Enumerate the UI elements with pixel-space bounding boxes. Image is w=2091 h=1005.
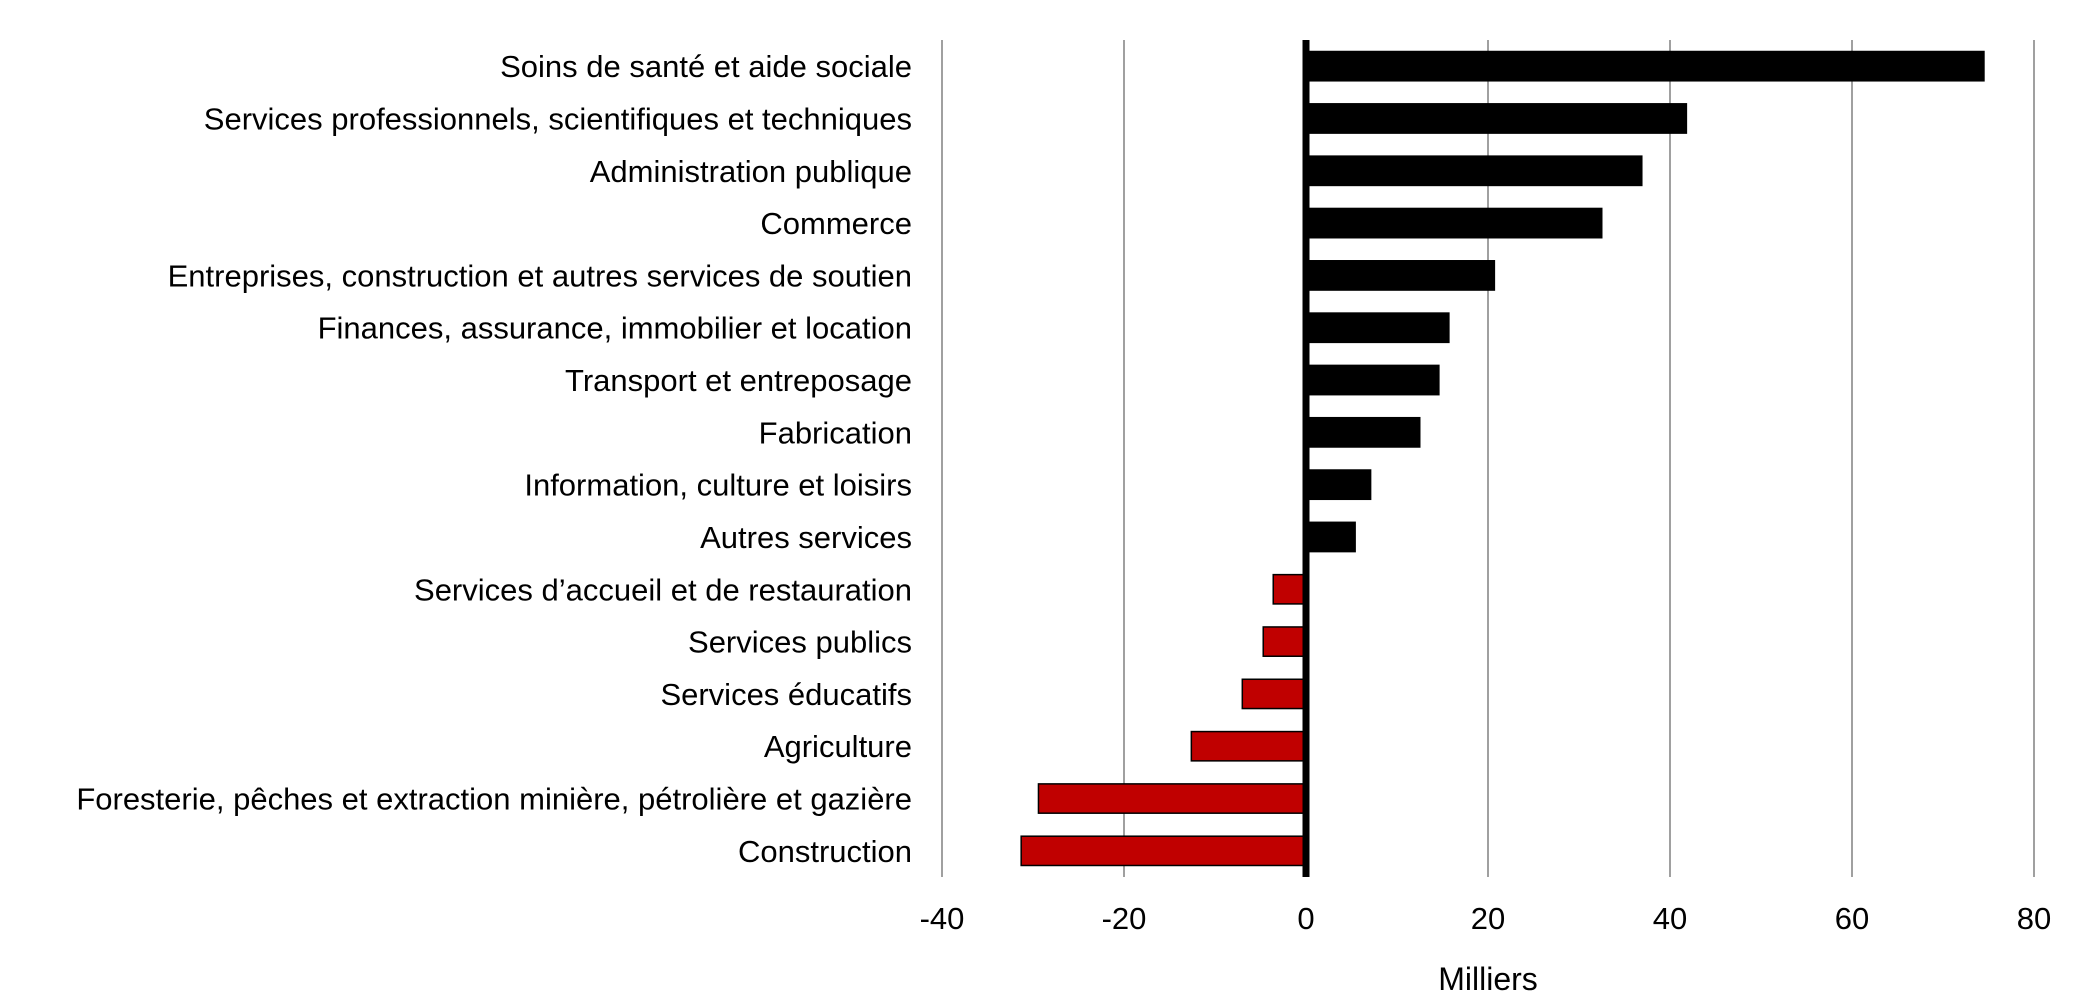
x-tick-label: 20 [1471, 901, 1505, 936]
x-axis-title: Milliers [1438, 961, 1538, 997]
category-label: Construction [738, 834, 912, 869]
bars [1020, 50, 1985, 867]
category-label: Services publics [688, 625, 912, 660]
category-label: Foresterie, pêches et extraction minière… [76, 782, 912, 817]
x-tick-label: 40 [1653, 901, 1687, 936]
category-labels: Soins de santé et aide sociale Services p… [76, 49, 912, 869]
x-tick-label: 0 [1297, 901, 1314, 936]
bar [1305, 416, 1421, 448]
x-tick-label: -20 [1102, 901, 1147, 936]
bar [1262, 626, 1307, 657]
bar [1305, 155, 1643, 187]
x-tick-labels: -40 -20 0 20 40 60 80 [920, 901, 2052, 936]
bar [1305, 469, 1372, 501]
bar [1305, 103, 1688, 134]
bar [1305, 521, 1356, 553]
bar [1190, 730, 1307, 762]
x-tick-label: -40 [920, 901, 965, 936]
category-label: Transport et entreposage [565, 363, 912, 398]
category-label: Services d’accueil et de restauration [414, 572, 912, 607]
bar [1037, 783, 1307, 814]
bar [1305, 50, 1985, 82]
bar [1305, 260, 1496, 291]
category-label: Commerce [760, 206, 912, 241]
category-label: Entreprises, construction et autres serv… [168, 258, 912, 293]
category-label: Information, culture et loisirs [524, 468, 912, 503]
x-tick-label: 80 [2017, 901, 2051, 936]
category-label: Administration publique [590, 154, 912, 189]
category-label: Finances, assurance, immobilier et locat… [318, 311, 912, 346]
bar [1305, 312, 1450, 344]
bar [1305, 364, 1440, 396]
category-label: Fabrication [759, 415, 912, 450]
bar [1305, 207, 1603, 239]
bar [1020, 835, 1307, 867]
category-label: Services éducatifs [660, 677, 912, 712]
category-label: Autres services [700, 520, 912, 555]
category-label: Soins de santé et aide sociale [500, 49, 912, 84]
bar [1272, 573, 1307, 605]
bar [1241, 678, 1307, 710]
x-tick-label: 60 [1835, 901, 1869, 936]
category-label: Services professionnels, scientifiques e… [204, 101, 912, 136]
category-label: Agriculture [764, 729, 912, 764]
